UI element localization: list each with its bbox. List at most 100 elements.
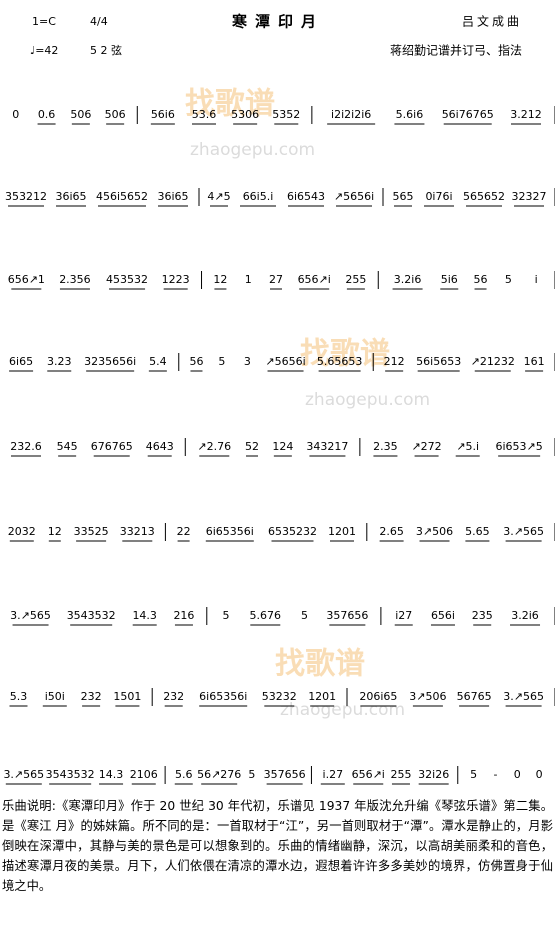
note-group: 0 <box>12 108 19 121</box>
note-group: 3.↗565 <box>10 609 51 622</box>
note-group: 32327 <box>512 190 547 203</box>
note-group: 3.212 <box>510 108 542 121</box>
note-group: 5.676 <box>250 609 282 622</box>
note-group: 565652 <box>463 190 505 203</box>
note-group: 1223 <box>162 273 190 286</box>
watermark-text: 找歌谱 <box>275 647 365 682</box>
note-group: 656↗i <box>352 768 385 781</box>
note-group: 2.356 <box>59 273 91 286</box>
note-group: 656i <box>431 609 455 622</box>
note-group: 1201 <box>308 690 336 703</box>
note-group: 3↗506 <box>409 690 446 703</box>
watermark: 找歌谱 zhaogepu.com 找歌谱 zhaogepu.com 找歌谱 zh… <box>185 87 430 721</box>
note-group: 6i6543 <box>287 190 325 203</box>
composer: 吕文成曲 <box>462 14 522 29</box>
note-group: 12 <box>48 525 62 538</box>
note-group: - <box>493 768 497 781</box>
note-group: 5i6 <box>441 273 458 286</box>
note-group: 14.3 <box>132 609 157 622</box>
note-group: 656↗i <box>298 273 331 286</box>
key: 1=C <box>32 15 56 28</box>
watermark-url: zhaogepu.com <box>305 390 430 410</box>
note-group: 5 <box>223 609 230 622</box>
note-group: 545 <box>57 440 78 453</box>
note-group: 4643 <box>146 440 174 453</box>
note-group: 1501 <box>113 690 141 703</box>
description: 乐曲说明:《寒潭印月》作于 20 世纪 30 年代初，乐谱见 1937 年版沈允… <box>2 799 553 893</box>
note-group: 56 <box>474 273 488 286</box>
note-group: i2i2i2i6 <box>331 108 371 121</box>
note-group: 216 <box>173 609 194 622</box>
watermark-url: zhaogepu.com <box>280 700 405 720</box>
note-group: i27 <box>395 609 412 622</box>
title: 寒潭印月 <box>232 13 324 31</box>
note-group: 232 <box>81 690 102 703</box>
note-group: 3↗506 <box>416 525 453 538</box>
note-group: i50i <box>45 690 65 703</box>
note-group: 3.2i6 <box>511 609 539 622</box>
note-group: 0 <box>536 768 543 781</box>
note-group: 6i65 <box>9 355 33 368</box>
note-group: 27 <box>269 273 283 286</box>
note-group: 1201 <box>328 525 356 538</box>
note-group: 506 <box>105 108 126 121</box>
note-group: 56i76765 <box>442 108 494 121</box>
note-group: 3.↗565 <box>3 768 44 781</box>
note-group: ↗5656i <box>334 190 374 203</box>
note-group: 235 <box>472 609 493 622</box>
note-group: 232 <box>163 690 184 703</box>
note-group: 66i5.i <box>243 190 274 203</box>
note-group: 5352 <box>272 108 300 121</box>
note-group: 52 <box>245 440 259 453</box>
note-group: i.27 <box>323 768 344 781</box>
note-group: 2032 <box>8 525 36 538</box>
note-group: 4↗5 <box>207 190 230 203</box>
note-group: 3 <box>244 355 251 368</box>
note-group: 3.2i6 <box>394 273 422 286</box>
note-group: 3235656i <box>84 355 136 368</box>
note-group: 12 <box>213 273 227 286</box>
watermark-text: 找歌谱 <box>185 87 275 122</box>
note-group: 14.3 <box>99 768 124 781</box>
note-group: 3.↗565 <box>503 690 544 703</box>
note-group: 212 <box>384 355 405 368</box>
note-group: 2.35 <box>373 440 398 453</box>
note-group: 2.65 <box>379 525 404 538</box>
note-group: 357656 <box>264 768 306 781</box>
note-group: 5.65653 <box>317 355 363 368</box>
note-group: ↗21232 <box>471 355 515 368</box>
note-group: 506 <box>70 108 91 121</box>
note-group: 5.3 <box>10 690 28 703</box>
note-group: ↗2.76 <box>197 440 231 453</box>
note-group: 1 <box>245 273 252 286</box>
note-group: 255 <box>390 768 411 781</box>
note-group: 22 <box>177 525 191 538</box>
watermark-text: 找歌谱 <box>300 337 390 372</box>
note-group: 0.6 <box>38 108 56 121</box>
note-group: 456i5652 <box>96 190 148 203</box>
note-group: 357656 <box>326 609 368 622</box>
tuning: 5 2 弦 <box>90 43 122 57</box>
note-group: 5.4 <box>149 355 167 368</box>
note-group: 5 <box>505 273 512 286</box>
note-group: 5.6i6 <box>396 108 424 121</box>
note-group: 0 <box>514 768 521 781</box>
note-group: 5 <box>248 768 255 781</box>
note-group: ↗5.i <box>456 440 479 453</box>
note-group: 36i65 <box>157 190 188 203</box>
note-group: 353212 <box>5 190 47 203</box>
note-group: 676765 <box>91 440 133 453</box>
note-group: 33213 <box>120 525 155 538</box>
note-group: 33525 <box>74 525 109 538</box>
note-group: 56i5653 <box>416 355 461 368</box>
tempo: ♩=42 <box>30 44 58 57</box>
arranger: 蒋绍勤记谱并订弓、指法 <box>390 43 522 58</box>
note-group: 56i6 <box>151 108 175 121</box>
score: 1=C 4/4 寒潭印月 吕文成曲 ♩=42 5 2 弦 蒋绍勤记谱并订弓、指法… <box>3 13 555 785</box>
note-group: 565 <box>393 190 414 203</box>
note-group: 5.65 <box>465 525 490 538</box>
note-group: 656↗1 <box>8 273 45 286</box>
note-group: 6535232 <box>268 525 317 538</box>
note-group: 2106 <box>130 768 158 781</box>
meter: 4/4 <box>90 15 108 28</box>
